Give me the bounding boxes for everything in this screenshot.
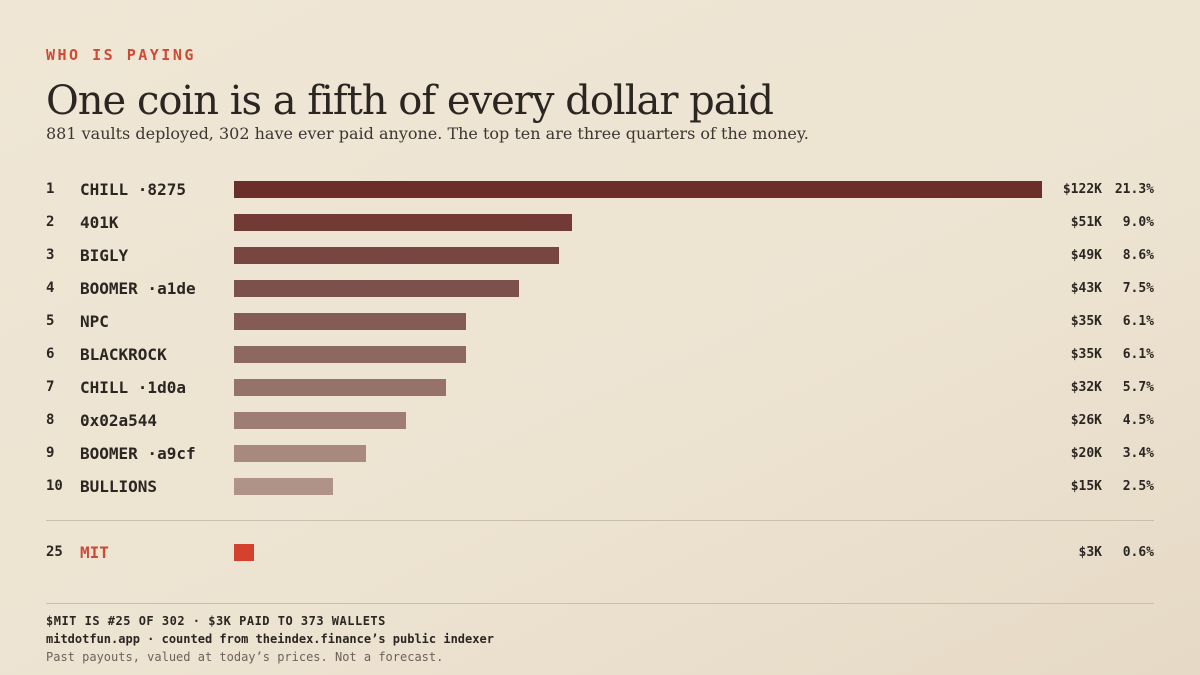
bar [234,280,519,297]
bar [234,445,366,462]
category-label: BOOMER ·a1de [80,279,196,298]
bar-row: 6 BLACKROCK $35K 6.1% [0,338,1200,371]
bar-row: 4 BOOMER ·a1de $43K 7.5% [0,272,1200,305]
share-label: 6.1% [1122,347,1154,362]
highlight-row: 25 MIT $3K 0.6% [0,536,1200,569]
share-label: 21.3% [1114,182,1154,197]
footer-disclaimer: Past payouts, valued at today’s prices. … [46,650,444,664]
footer-divider [46,603,1154,604]
bar [234,478,333,495]
rank-label: 9 [46,445,55,461]
category-label: BOOMER ·a9cf [80,444,196,463]
category-label: BULLIONS [80,477,158,496]
bar-row: 7 CHILL ·1d0a $32K 5.7% [0,371,1200,404]
bar-row: 10 BULLIONS $15K 2.5% [0,470,1200,503]
rank-label: 7 [46,379,55,395]
rank-label: 2 [46,214,55,230]
share-label: 5.7% [1122,380,1154,395]
bar [234,412,406,429]
bar-row: 9 BOOMER ·a9cf $20K 3.4% [0,437,1200,470]
bar-row: 1 CHILL ·8275 $122K 21.3% [0,173,1200,206]
bar [234,214,572,231]
amount-label: $32K [1070,380,1102,395]
amount-label: $15K [1070,479,1102,494]
category-label: MIT [80,543,109,562]
category-label: 0x02a544 [80,411,158,430]
amount-label: $26K [1070,413,1102,428]
bar-row: 5 NPC $35K 6.1% [0,305,1200,338]
footer-source: mitdotfun.app · counted from theindex.fi… [46,632,494,646]
category-label: CHILL ·1d0a [80,378,186,397]
share-label: 3.4% [1122,446,1154,461]
bar-row: 3 BIGLY $49K 8.6% [0,239,1200,272]
chart-title: One coin is a fifth of every dollar paid [46,78,774,124]
kicker-label: WHO IS PAYING [46,46,196,64]
bar [234,313,466,330]
share-label: 6.1% [1122,314,1154,329]
share-label: 9.0% [1122,215,1154,230]
amount-label: $20K [1070,446,1102,461]
amount-label: $3K [1078,545,1102,560]
category-label: NPC [80,312,109,331]
bar-row: 8 0x02a544 $26K 4.5% [0,404,1200,437]
amount-label: $122K [1062,182,1102,197]
amount-label: $35K [1070,314,1102,329]
rank-label: 10 [46,478,63,494]
share-label: 4.5% [1122,413,1154,428]
share-label: 7.5% [1122,281,1154,296]
amount-label: $51K [1070,215,1102,230]
bar [234,181,1042,198]
amount-label: $43K [1070,281,1102,296]
share-label: 2.5% [1122,479,1154,494]
share-label: 0.6% [1122,545,1154,560]
highlight-bar [234,544,254,561]
bar [234,379,446,396]
rank-label: 25 [46,544,63,560]
category-label: CHILL ·8275 [80,180,186,199]
bar [234,346,466,363]
rank-label: 8 [46,412,55,428]
footer-summary: $MIT IS #25 OF 302 · $3K PAID TO 373 WAL… [46,614,386,628]
rank-label: 1 [46,181,55,197]
bar [234,247,559,264]
category-label: 401K [80,213,119,232]
rank-label: 6 [46,346,55,362]
amount-label: $35K [1070,347,1102,362]
rank-label: 3 [46,247,55,263]
category-label: BLACKROCK [80,345,167,364]
highlight-divider [46,520,1154,521]
chart-subtitle: 881 vaults deployed, 302 have ever paid … [46,124,809,143]
amount-label: $49K [1070,248,1102,263]
rank-label: 5 [46,313,55,329]
category-label: BIGLY [80,246,129,265]
share-label: 8.6% [1122,248,1154,263]
rank-label: 4 [46,280,55,296]
bar-row: 2 401K $51K 9.0% [0,206,1200,239]
